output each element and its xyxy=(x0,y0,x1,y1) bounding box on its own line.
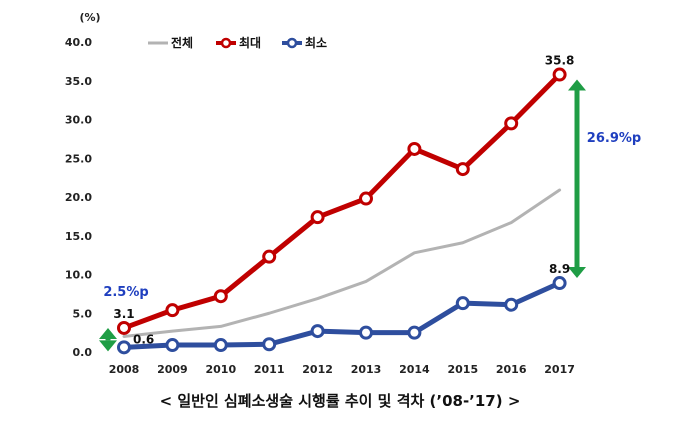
data-point-max xyxy=(504,116,519,131)
legend-label: 최대 xyxy=(239,35,261,50)
x-tick-label: 2009 xyxy=(157,363,188,376)
legend-label: 최소 xyxy=(305,35,327,50)
y-tick-label: 10.0 xyxy=(65,269,92,282)
y-tick-label: 20.0 xyxy=(65,191,92,204)
data-point-min xyxy=(407,325,422,340)
data-point-min xyxy=(165,338,180,353)
x-tick-label: 2010 xyxy=(205,363,236,376)
y-tick-label: 25.0 xyxy=(65,152,92,165)
data-point-min xyxy=(504,297,519,312)
legend-label: 전체 xyxy=(171,35,193,50)
y-tick-label: 35.0 xyxy=(65,75,92,88)
gap-arrow-head-up xyxy=(99,327,117,339)
series-line-max xyxy=(121,72,563,331)
x-tick-label: 2014 xyxy=(399,363,430,376)
series-line-min xyxy=(121,280,563,350)
y-tick-label: 15.0 xyxy=(65,230,92,243)
x-tick-label: 2012 xyxy=(302,363,333,376)
data-point-max xyxy=(310,210,325,225)
data-point-max xyxy=(165,303,180,318)
data-point-max xyxy=(455,162,470,177)
data-point-min xyxy=(310,324,325,339)
data-point-max xyxy=(117,320,131,335)
chart-caption: < 일반인 심폐소생술 시행률 추이 및 격차 (’08-’17) > xyxy=(159,392,521,410)
data-point-min xyxy=(213,338,228,353)
data-point-min xyxy=(117,340,131,355)
data-point-max xyxy=(213,289,228,304)
gap-annotation-label: 26.9%p xyxy=(587,131,641,146)
y-tick-label: 30.0 xyxy=(65,114,92,127)
gap-arrow-head-up xyxy=(568,79,586,91)
data-label: 8.9 xyxy=(549,262,570,276)
data-point-min xyxy=(262,337,277,352)
x-tick-label: 2011 xyxy=(254,363,285,376)
gap-arrow-head-down xyxy=(99,340,117,352)
series-line-total xyxy=(122,188,562,338)
data-label: 0.6 xyxy=(133,332,154,346)
data-label: 35.8 xyxy=(545,54,575,68)
gap-annotation-label: 2.5%p xyxy=(103,285,148,300)
x-tick-label: 2017 xyxy=(544,363,575,376)
x-tick-label: 2013 xyxy=(351,363,382,376)
y-tick-label: 0.0 xyxy=(73,346,93,359)
line-chart: (%) 0.0 5.0 10.0 15.0 20.0 25.0 30.0 35.0 40.0 200… xyxy=(65,11,641,376)
x-tick-label: 2015 xyxy=(447,363,478,376)
y-unit-label: (%) xyxy=(79,11,100,24)
legend-marker xyxy=(220,37,232,49)
data-label: 3.1 xyxy=(113,307,134,321)
data-point-max xyxy=(552,67,567,82)
y-tick-label: 40.0 xyxy=(65,36,92,49)
gap-arrow-head-down xyxy=(568,267,586,279)
data-point-min xyxy=(455,296,470,311)
x-tick-label: 2008 xyxy=(109,363,140,376)
legend-marker xyxy=(286,37,298,49)
data-point-max xyxy=(262,249,277,264)
data-point-max xyxy=(359,191,373,206)
y-tick-label: 5.0 xyxy=(73,307,93,320)
x-tick-label: 2016 xyxy=(496,363,527,376)
data-point-max xyxy=(407,141,422,156)
data-point-min xyxy=(359,325,373,340)
data-point-min xyxy=(552,276,567,291)
